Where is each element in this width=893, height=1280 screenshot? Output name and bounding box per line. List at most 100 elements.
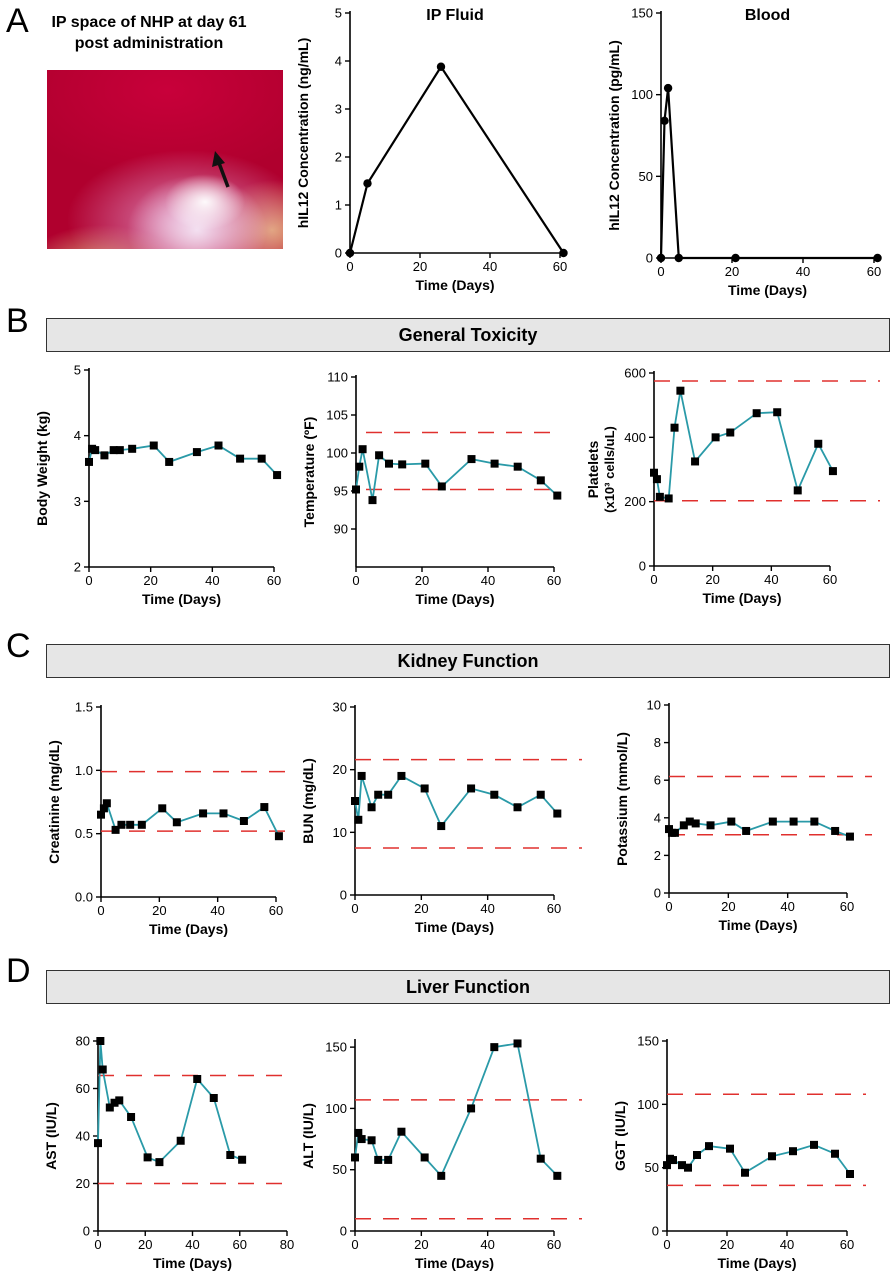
body-weight-point [192,448,201,457]
bun-xtick-label: 0 [351,901,358,916]
blood-xtick-label: 60 [867,264,881,279]
ast-ytick-label: 20 [76,1176,90,1191]
body-weight-point [109,446,118,455]
creatinine-ylabel: Creatinine (mg/dL) [46,740,62,864]
body-weight-xtick-label: 40 [205,573,219,588]
platelets-point [814,439,823,448]
ast-point [238,1155,247,1164]
temperature-point [421,459,430,468]
alt-xtick-label: 40 [480,1237,494,1252]
ip-fluid-ytick-label: 0 [335,246,342,261]
creatinine-point [102,799,111,808]
creatinine-point [97,810,105,819]
ggt-point [726,1144,734,1153]
ip-fluid-point [345,248,355,258]
ggt-xtick-label: 40 [780,1237,794,1252]
ast-point [115,1096,124,1105]
blood-point [873,253,882,263]
creatinine-point [137,820,146,829]
alt-ytick-label: 50 [333,1162,347,1177]
body-weight-point [149,441,158,450]
ggt-ytick-label: 100 [637,1097,659,1112]
blood-ytick-label: 100 [631,87,653,102]
ggt-series-line [666,1143,851,1175]
body-weight-point [257,454,266,463]
platelets-xtick-label: 20 [705,572,719,587]
temperature-ytick-label: 95 [334,484,348,499]
bun-xtick-label: 60 [547,901,561,916]
temperature-point [513,462,522,471]
ggt-xtick-label: 20 [720,1237,734,1252]
ip-fluid-xtick-label: 40 [483,259,497,274]
potassium-xtick-label: 0 [665,899,672,914]
ast-point [155,1158,164,1167]
platelets-point [670,423,679,432]
platelets-xtick-label: 60 [823,572,837,587]
body-weight-point [128,444,137,453]
body-weight-xtick-label: 0 [85,573,92,588]
body-weight-ylabel: Body Weight (kg) [34,411,50,526]
ggt-point [705,1142,713,1151]
body-weight-point [115,446,124,455]
potassium-point [691,819,700,828]
blood-title: Blood [745,7,790,24]
temperature-xtick-label: 40 [481,573,495,588]
potassium-ytick-label: 8 [654,735,661,750]
body-weight-ytick-label: 5 [74,363,81,378]
ast-xtick-label: 60 [233,1237,247,1252]
body-weight-point [165,457,174,466]
ast-point [110,1098,119,1107]
blood-xtick-label: 20 [725,264,739,279]
panel-letter-a: A [6,2,29,40]
platelets-series-line [653,390,834,500]
potassium-ytick-label: 6 [654,773,661,788]
ast-point [105,1103,114,1112]
ggt-point [693,1151,701,1159]
potassium-point [685,817,694,826]
blood-point [731,253,740,263]
potassium-point [706,821,715,830]
platelets-xtick-label: 0 [650,572,657,587]
potassium-ylabel: Potassium (mmol/L) [614,732,630,866]
ast-point [98,1065,107,1074]
panel-letter-c: C [6,627,31,665]
ast-ylabel: AST (IU/L) [43,1102,59,1170]
potassium-point [810,817,819,826]
temperature-ytick-label: 100 [326,446,348,461]
temperature-point [355,462,364,471]
panel-letter-b: B [6,302,29,340]
photo-title-line2: post administration [74,35,224,52]
bun-ytick-label: 30 [333,700,347,715]
bun-point [437,822,446,831]
platelets-point [650,468,658,477]
body-weight-xtick-label: 60 [267,573,281,588]
temperature-point [352,485,360,494]
bun-point [467,784,476,793]
ip-fluid-point [363,179,372,188]
creatinine-point [239,817,248,825]
bun-point [374,790,383,799]
potassium-point [789,817,798,826]
platelets-ylabel-units: (x10³ cells/uL) [602,426,617,513]
bun-point [397,771,406,780]
creatinine-point [117,820,126,829]
ast-ytick-label: 80 [76,1034,90,1049]
temperature-xlabel: Time (Days) [415,591,494,607]
temperature-ylabel: Temperature (ºF) [301,417,317,528]
potassium-ytick-label: 0 [654,886,661,901]
platelets-point [676,386,685,395]
blood-ytick-label: 0 [646,251,653,266]
ggt-xlabel: Time (Days) [717,1255,796,1271]
body-weight-ytick-label: 4 [74,428,81,443]
potassium-point [845,832,854,841]
platelets-ytick-label: 0 [639,559,646,574]
ip-fluid-series-line [348,64,565,254]
temperature-point [375,451,384,460]
banner-general-toxicity: General Toxicity [46,318,890,352]
temperature-point [385,459,393,468]
creatinine-point [111,825,120,834]
ggt-point [810,1140,818,1149]
platelets-point [752,409,761,418]
blood-series-line [659,87,878,260]
creatinine-xlabel: Time (Days) [149,921,228,937]
